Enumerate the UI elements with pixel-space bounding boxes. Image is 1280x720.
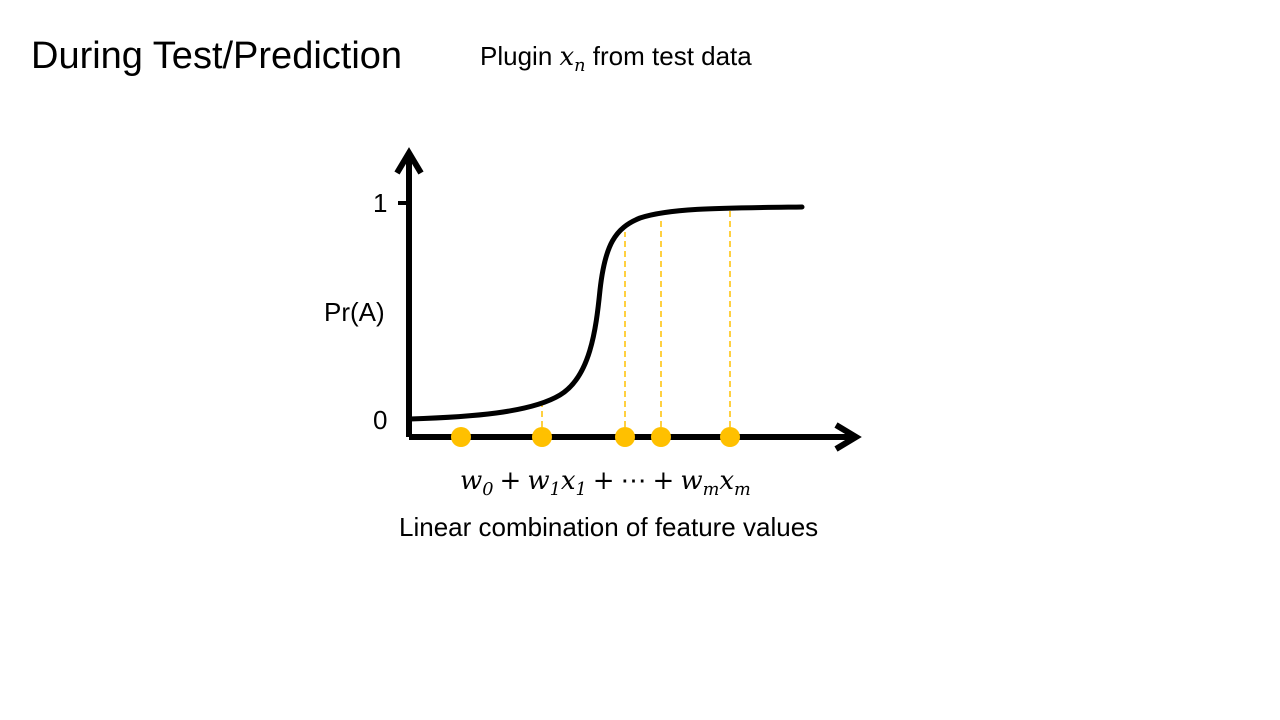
linear-combination-formula: w0 + w1x1 + ⋯ + wmxm xyxy=(460,466,751,501)
y-tick-label-zero: 0 xyxy=(373,405,388,435)
test-point xyxy=(615,427,635,447)
slide-subtitle: Plugin xn from test data xyxy=(480,40,752,77)
sigmoid-curve xyxy=(407,204,805,422)
test-point xyxy=(651,427,671,447)
y-tick-label-one: 1 xyxy=(373,188,388,218)
y-axis-arrowhead xyxy=(394,147,424,175)
projection-lines xyxy=(541,210,731,437)
test-point xyxy=(532,427,552,447)
slide-title: During Test/Prediction xyxy=(31,35,403,77)
test-point xyxy=(451,427,471,447)
subtitle-variable: xn xyxy=(559,42,586,77)
y-axis-label: Pr(A) xyxy=(324,297,385,327)
x-axis-arrowhead xyxy=(834,422,862,452)
subtitle-prefix: Plugin xyxy=(480,41,560,71)
test-points xyxy=(451,427,740,447)
test-point xyxy=(720,427,740,447)
x-axis-label: Linear combination of feature values xyxy=(399,512,819,542)
subtitle-suffix: from test data xyxy=(585,41,752,71)
